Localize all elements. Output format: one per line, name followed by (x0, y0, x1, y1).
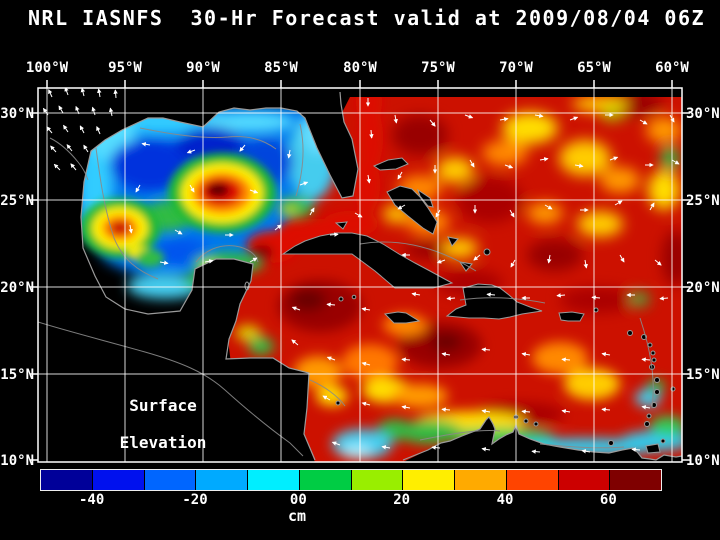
colorbar-unit-label: cm (287, 507, 307, 525)
colorbar-tick-label: 20 (393, 492, 411, 508)
lon-label: 85°W (264, 60, 298, 76)
lon-label: 80°W (343, 60, 377, 76)
colorbar-segment (558, 470, 611, 490)
colorbar-segment (92, 470, 145, 490)
colorbar-segment (41, 470, 93, 490)
land-puerto-rico (558, 311, 585, 322)
grid-lines (38, 88, 682, 462)
land-small-islands (244, 281, 676, 454)
colorbar-segment (299, 470, 352, 490)
colorbar-tick-label: 40 (496, 492, 514, 508)
colorbar-tick-label: 00 (289, 492, 307, 508)
colorbar-segment (196, 470, 248, 490)
land-bahamas (334, 157, 491, 272)
lon-label: 75°W (421, 60, 455, 76)
current-vectors (42, 88, 680, 454)
colorbar-tick-label: -20 (182, 492, 208, 508)
colorbar-segment (455, 470, 507, 490)
annotation-elevation: Elevation (119, 433, 207, 452)
lat-label-left: 25°N (0, 193, 34, 209)
land-masses (38, 88, 682, 462)
land-north-central-america (38, 88, 358, 462)
map-plot-area (38, 88, 682, 462)
land-cuba (281, 232, 454, 289)
lon-label: 65°W (577, 60, 611, 76)
lat-label-left: 15°N (0, 367, 34, 383)
lon-label: 70°W (499, 60, 533, 76)
colorbar-segment (144, 470, 197, 490)
annotation-surface: Surface (129, 396, 197, 415)
colorbar-segment (248, 470, 300, 490)
colorbar-segment (506, 470, 559, 490)
lat-label-left: 30°N (0, 106, 34, 122)
colorbar-tick-label: 60 (599, 492, 617, 508)
colorbar (40, 469, 662, 491)
lon-label: 100°W (26, 60, 69, 76)
lat-label-right: 10°N (686, 453, 720, 469)
lon-label: 95°W (108, 60, 142, 76)
lat-label-right: 20°N (686, 280, 720, 296)
land-south-america (403, 417, 682, 462)
lat-label-left: 20°N (0, 280, 34, 296)
lon-label: 90°W (186, 60, 220, 76)
axis-labels: 100°W 95°W 90°W 85°W 80°W 75°W 70°W 65°W 60°W 30°… (0, 60, 719, 469)
colorbar-tick-label: -40 (79, 492, 105, 508)
colorbar-segment (351, 470, 404, 490)
lat-label-right: 25°N (686, 193, 720, 209)
colorbar-segment (403, 470, 455, 490)
lat-label-left: 10°N (0, 453, 34, 469)
lat-label-right: 15°N (686, 367, 720, 383)
lat-label-right: 30°N (686, 106, 720, 122)
land-jamaica (383, 311, 421, 324)
lon-label: 60°W (655, 60, 689, 76)
colorbar-segment (610, 470, 661, 490)
figure-title: NRL IASNFS 30-Hr Forecast valid at 2009/… (28, 6, 706, 30)
